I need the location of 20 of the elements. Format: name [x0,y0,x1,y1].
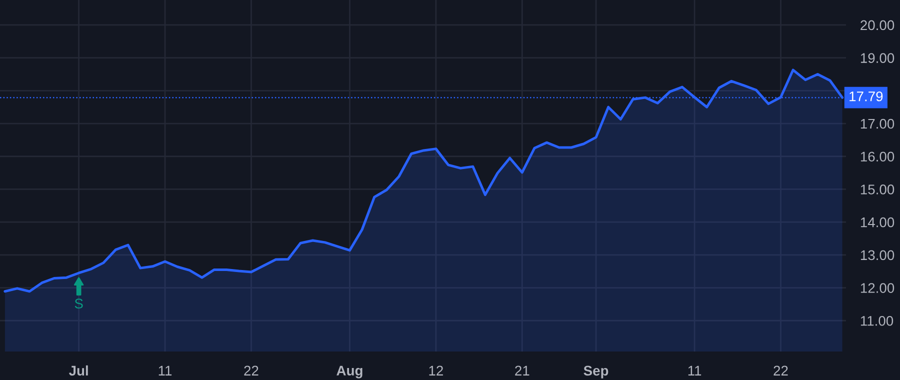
y-tick-label: 17.00 [860,118,894,129]
y-tick-label: 12.00 [860,283,894,293]
x-tick-label: Aug [336,366,362,378]
x-tick-label: 22 [774,366,788,376]
x-tick-label: 12 [429,366,443,376]
y-tick-label: 16.00 [860,152,894,162]
y-tick-label: 20.00 [860,20,894,30]
y-tick-label: 14.00 [860,217,894,228]
x-tick-label: Jul [68,365,88,376]
annotation: S [74,298,83,309]
x-tick-label: 21 [515,366,530,376]
y-tick-label: 15.00 [860,184,894,194]
ref-line-label: 17.79 [850,91,883,102]
y-tick-label: 11.00 [860,316,894,326]
y-tick-label: 13.00 [860,250,894,260]
y-tick-label: 19.00 [860,53,894,63]
x-tick-label: 22 [244,366,258,376]
x-tick-label: 11 [688,366,702,376]
x-tick-label: Sep [584,366,608,378]
x-tick-label: 11 [158,366,172,376]
